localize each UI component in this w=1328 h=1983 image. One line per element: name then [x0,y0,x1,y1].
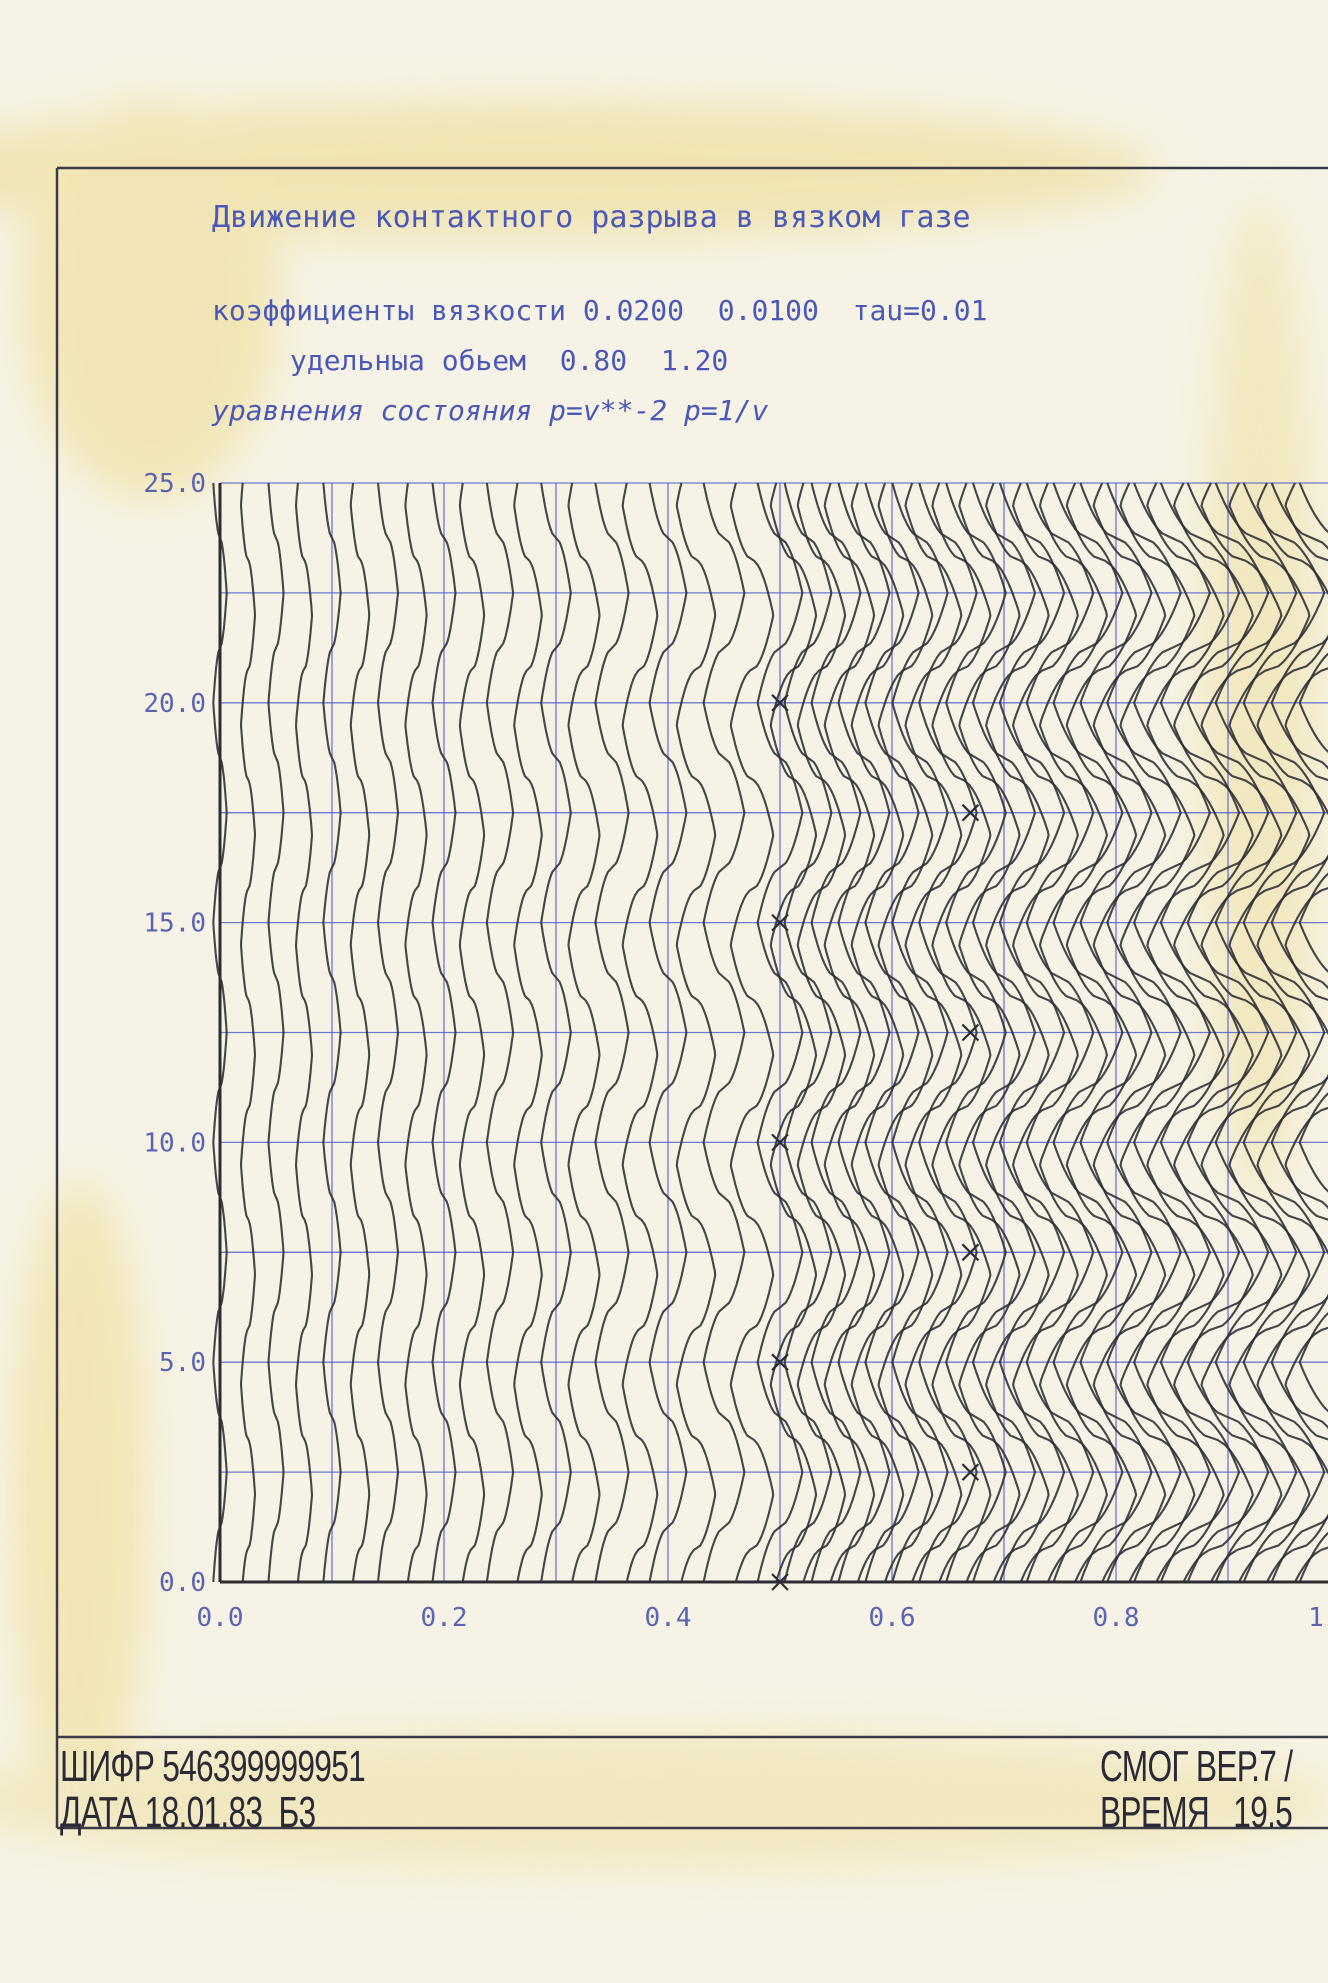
contact-mark [771,694,789,712]
trajectory-line [783,482,833,1583]
trajectory-line [594,482,630,1583]
trajectory-line [1146,482,1225,1583]
chart-title: Движение контактного разрыва в вязком га… [212,200,971,235]
trajectory-line [1159,482,1241,1583]
trajectory-line [1228,482,1311,1583]
trajectory-line [1038,482,1108,1583]
contact-mark [961,1463,980,1481]
trajectory-line [1132,482,1212,1583]
trajectory-line [796,482,847,1583]
x-tick-label: 0.6 [869,1603,916,1633]
trajectory-line [431,482,457,1583]
trajectory-line [998,482,1066,1583]
contact-mark [771,1353,789,1371]
y-tick-label: 5.0 [159,1348,206,1378]
lagrangian-trajectories [212,482,1328,1583]
trajectory-line [729,482,775,1583]
trajectory-line [322,482,342,1583]
trajectory-line [891,482,949,1583]
trajectory-line [810,482,862,1583]
trajectory-line [1079,482,1153,1583]
trajectory-line [485,482,515,1583]
trajectory-line [675,482,717,1583]
trajectory-line [1172,482,1254,1583]
trajectory-line [945,482,1007,1583]
trajectory-line [404,482,428,1583]
trajectory-line [1200,482,1283,1583]
trajectory-line [877,482,934,1583]
trajectory-line [1119,482,1196,1583]
time-stamp: ВРЕМЯ 19.5 [1100,1788,1293,1837]
x-tick-label: 0.2 [421,1603,468,1633]
trajectory-line [212,482,228,1583]
contact-mark [771,913,789,932]
trajectory-line [458,482,486,1583]
plot-axes: 0.0 5.0 10.0 15.0 20.0 25.0 0.0 0.2 0.4 0.6 0.8 1 [143,469,1328,1633]
contact-mark [961,1023,980,1042]
trajectory-line [1065,482,1138,1583]
trajectory-line [513,482,543,1583]
trajectory-line [1012,482,1079,1583]
trajectory-line [567,482,601,1583]
y-tick-label: 20.0 [143,689,206,719]
trajectory-line [294,482,314,1583]
trajectory-line [621,482,659,1583]
trajectory-line [958,482,1021,1583]
version-stamp: СМОГ ВЕР.7 / [1100,1742,1293,1791]
trajectory-line [1284,482,1328,1583]
contact-mark [961,1243,980,1262]
trajectory-line [267,482,285,1583]
trajectory-line [1025,482,1095,1583]
y-tick-label: 25.0 [143,469,206,499]
trajectory-line [904,482,963,1583]
trajectory-line [1052,482,1124,1583]
trajectory-line [769,482,818,1583]
trajectory-line [864,482,920,1583]
contact-mark [771,1133,789,1152]
trajectory-line [971,482,1037,1583]
x-tick-label: 0.8 [1093,1603,1140,1633]
contact-mark [961,803,980,822]
trajectory-line [931,482,992,1583]
trajectory-line [1242,482,1326,1583]
trajectory-line [837,482,891,1583]
x-tick-label: 0.0 [197,1603,244,1633]
y-tick-label: 10.0 [143,1128,206,1158]
trajectory-line [1270,482,1328,1583]
x-tick-label: 0.4 [645,1603,692,1633]
paper-stains [0,100,1328,1870]
trajectory-line [1214,482,1298,1583]
state-line: уравнения состояния p=v**-2 p=1/v [212,394,769,427]
trajectory-line [985,482,1050,1583]
trajectory-line [756,482,804,1583]
volume-line: удельныа обьем 0.80 1.20 [290,344,729,377]
frame [55,166,1328,1830]
trajectory-line [239,482,257,1583]
y-tick-label: 15.0 [143,909,206,939]
trajectory-line [823,482,876,1583]
trajectory-line [702,482,746,1583]
x-tick-label: 1 [1308,1603,1324,1633]
trajectory-line [1186,482,1270,1583]
trajectory-line [648,482,688,1583]
trajectory-line [1092,482,1167,1583]
trajectory-line [376,482,400,1583]
date-stamp: ДАТА 18.01.83 Б3 [60,1788,316,1837]
y-tick-label: 0.0 [159,1568,206,1598]
trajectory-line [1106,482,1182,1583]
viscosity-line: коэффициенты вязкости 0.0200 0.0100 тau=… [212,294,988,327]
trajectory-line [1298,482,1328,1583]
trajectory-line [349,482,371,1583]
trajectory-line [850,482,905,1583]
cipher-stamp: ШИФР 546399999951 [60,1742,366,1791]
trajectory-line [540,482,572,1583]
trajectory-line [918,482,978,1583]
